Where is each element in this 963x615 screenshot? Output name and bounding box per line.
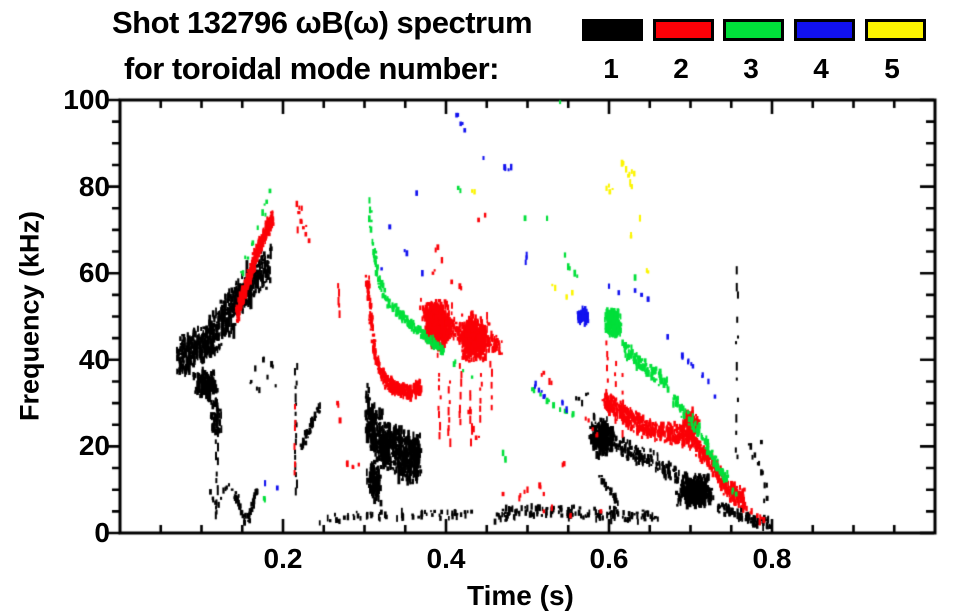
legend-swatch-mode-3 bbox=[723, 19, 784, 41]
y-tick-label: 100 bbox=[63, 84, 110, 115]
legend-label-mode-4: 4 bbox=[813, 53, 829, 84]
y-axis-title: Frequency (kHz) bbox=[14, 210, 45, 422]
y-tick-label: 40 bbox=[78, 343, 110, 375]
x-tick-label: 0.8 bbox=[752, 543, 792, 574]
x-axis-title: Time (s) bbox=[467, 580, 574, 611]
y-tick-label: 60 bbox=[78, 257, 110, 289]
x-tick-label: 0.4 bbox=[426, 543, 466, 574]
chart-title: Shot 132796 ωB(ω) spectrum bbox=[112, 5, 533, 40]
legend-label-mode-3: 3 bbox=[743, 53, 759, 84]
x-tick-label: 0.6 bbox=[589, 543, 629, 574]
y-tick-label: 0 bbox=[94, 517, 110, 548]
legend-label-mode-5: 5 bbox=[884, 53, 900, 84]
legend-swatch-mode-5 bbox=[865, 19, 926, 41]
y-tick-label: 20 bbox=[78, 430, 110, 462]
x-tick-label: 0.2 bbox=[263, 543, 303, 574]
legend-swatch-mode-4 bbox=[794, 19, 855, 41]
legend-label-mode-2: 2 bbox=[673, 53, 689, 84]
legend-swatch-mode-1 bbox=[582, 19, 643, 41]
y-tick-label: 80 bbox=[78, 170, 110, 202]
legend-swatch-mode-2 bbox=[653, 19, 714, 41]
chart-subtitle: for toroidal mode number: bbox=[124, 51, 500, 86]
legend-label-mode-1: 1 bbox=[603, 53, 619, 84]
